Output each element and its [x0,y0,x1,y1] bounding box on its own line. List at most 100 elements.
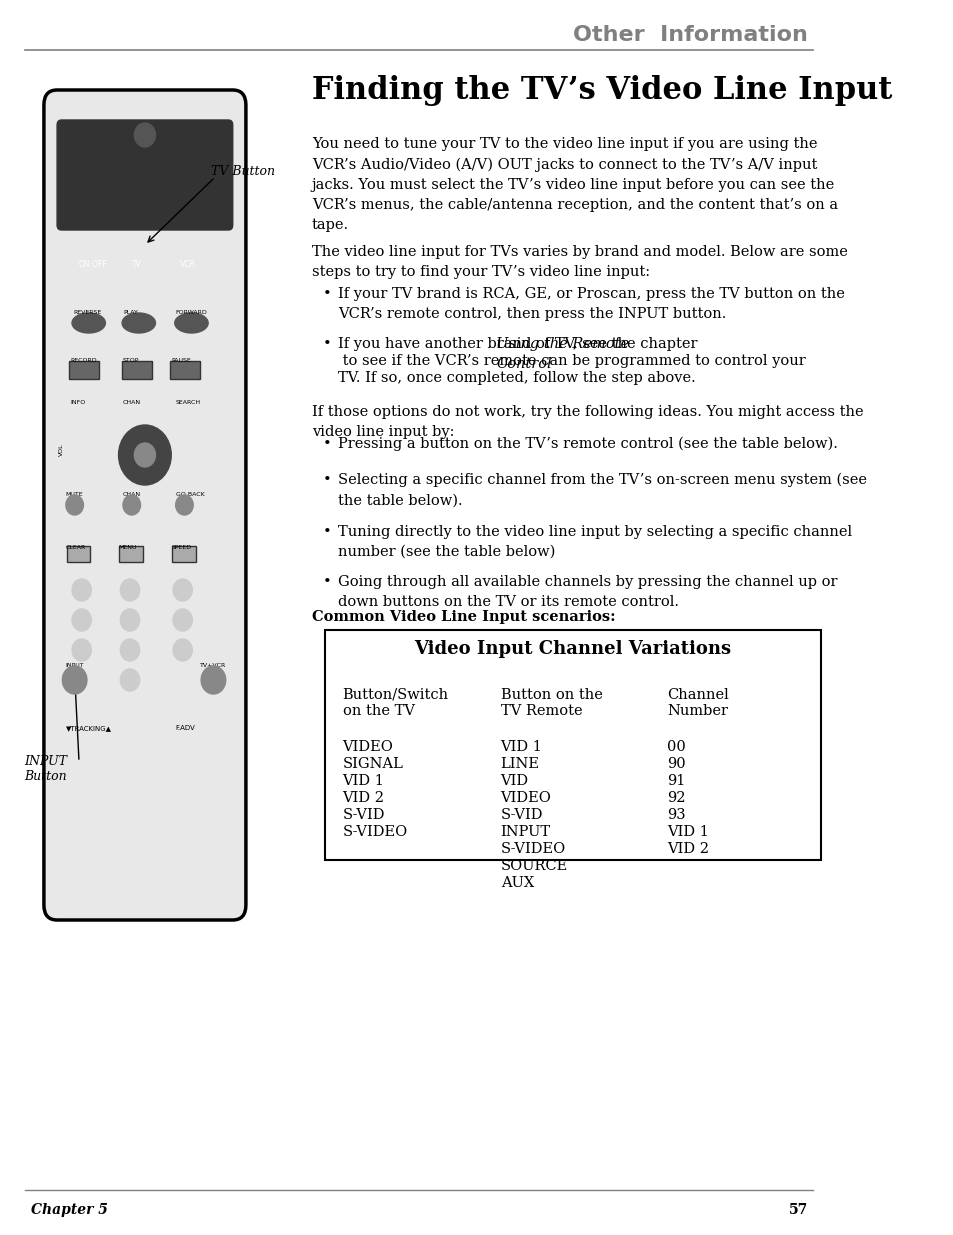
Circle shape [62,666,87,694]
Text: VOL: VOL [59,443,64,456]
Text: INPUT: INPUT [500,825,550,839]
Text: INPUT
Button: INPUT Button [25,755,68,783]
Text: Going through all available channels by pressing the channel up or
down buttons : Going through all available channels by … [337,576,837,609]
Text: S-VID: S-VID [342,808,385,823]
Text: VCR: VCR [180,261,195,269]
Text: 92: 92 [667,790,685,805]
Text: ◀: ◀ [126,451,132,459]
Text: ▼TRACKING▲: ▼TRACKING▲ [66,725,112,731]
Circle shape [120,669,139,692]
Text: on the TV: on the TV [342,704,415,718]
Text: 2: 2 [126,585,133,595]
Text: CHAN: CHAN [123,492,141,496]
Text: LINE: LINE [500,757,539,771]
Circle shape [71,609,91,631]
Text: Using the Remote
Control: Using the Remote Control [496,337,629,370]
Text: Pressing a button on the TV’s remote control (see the table below).: Pressing a button on the TV’s remote con… [337,437,837,451]
Text: CHAN: CHAN [123,400,141,405]
Text: 57: 57 [788,1203,807,1216]
Ellipse shape [122,312,155,333]
Circle shape [66,495,83,515]
Circle shape [71,579,91,601]
Text: ▼: ▼ [141,468,148,478]
Text: ON·OFF: ON·OFF [79,261,108,269]
Text: 00: 00 [667,740,685,755]
Text: •: • [323,437,332,451]
FancyBboxPatch shape [325,630,821,860]
Text: 9: 9 [178,645,187,655]
Circle shape [134,124,155,147]
Text: Other  Information: Other Information [573,25,807,44]
FancyBboxPatch shape [119,546,143,562]
Text: S-VIDEO: S-VIDEO [342,825,407,839]
Text: If those options do not work, try the following ideas. You might access the
vide: If those options do not work, try the fo… [312,405,862,440]
Text: VID 2: VID 2 [342,790,384,805]
Circle shape [172,579,193,601]
Circle shape [201,666,226,694]
FancyBboxPatch shape [172,546,195,562]
Circle shape [71,638,91,661]
Text: RECORD: RECORD [71,358,97,363]
Text: •: • [323,576,332,589]
Text: PLAY: PLAY [123,310,137,315]
Text: VIDEO: VIDEO [342,740,393,755]
Text: •: • [323,473,332,487]
Ellipse shape [71,312,105,333]
Text: •: • [323,287,332,301]
Circle shape [172,638,193,661]
Text: 7: 7 [78,645,86,655]
Text: SOURCE: SOURCE [500,860,567,873]
Text: TV: TV [132,261,141,269]
Circle shape [120,638,139,661]
Text: 3: 3 [178,585,186,595]
Text: S-VIDEO: S-VIDEO [500,842,565,856]
Text: F.ADV: F.ADV [175,725,195,731]
Text: SEARCH: SEARCH [175,400,200,405]
Text: The video line input for TVs varies by brand and model. Below are some
steps to : The video line input for TVs varies by b… [312,245,847,279]
Text: TV Button: TV Button [211,165,274,178]
Text: VID 1: VID 1 [500,740,542,755]
Text: REVERSE: REVERSE [72,310,101,315]
Text: VID: VID [500,774,528,788]
Text: If you have another brand of TV, see the chapter: If you have another brand of TV, see the… [337,337,701,351]
FancyBboxPatch shape [67,546,91,562]
Circle shape [123,495,140,515]
Text: Selecting a specific channel from the TV’s on-screen menu system (see
the table : Selecting a specific channel from the TV… [337,473,866,508]
Text: SIGNAL: SIGNAL [342,757,403,771]
Text: ▲: ▲ [141,432,148,441]
Text: PAUSE: PAUSE [172,358,191,363]
Text: •: • [323,337,332,351]
Circle shape [120,609,139,631]
Text: FORWARD: FORWARD [175,310,207,315]
Text: TV Remote: TV Remote [500,704,581,718]
Circle shape [175,495,193,515]
Text: GO BACK: GO BACK [175,492,204,496]
Text: 0: 0 [126,676,133,685]
Text: TV. If so, once completed, follow the step above.: TV. If so, once completed, follow the st… [337,370,695,385]
Circle shape [118,425,172,485]
Text: Tuning directly to the video line input by selecting a specific channel
number (: Tuning directly to the video line input … [337,525,851,559]
Text: AUX: AUX [500,876,534,890]
Text: CLEAR: CLEAR [66,545,86,550]
Text: INPUT: INPUT [65,663,84,668]
FancyBboxPatch shape [122,361,152,379]
Text: 93: 93 [667,808,685,823]
Text: Button on the: Button on the [500,688,602,701]
Text: •: • [323,525,332,538]
Text: 1: 1 [78,585,86,595]
Text: VID 1: VID 1 [342,774,384,788]
Circle shape [120,579,139,601]
Text: Finding the TV’s Video Line Input: Finding the TV’s Video Line Input [312,75,891,106]
Text: Number: Number [667,704,728,718]
Text: Chapter 5: Chapter 5 [30,1203,108,1216]
Text: ▶: ▶ [157,451,164,459]
Text: 5: 5 [126,615,133,625]
FancyBboxPatch shape [44,90,246,920]
Text: S-VID: S-VID [500,808,542,823]
Text: Video Input Channel Variations: Video Input Channel Variations [414,640,731,658]
Text: MUTE: MUTE [66,492,84,496]
Text: Common Video Line Input scenarios:: Common Video Line Input scenarios: [312,610,615,624]
FancyBboxPatch shape [70,361,99,379]
FancyBboxPatch shape [57,120,233,230]
Text: Button/Switch: Button/Switch [342,688,448,701]
